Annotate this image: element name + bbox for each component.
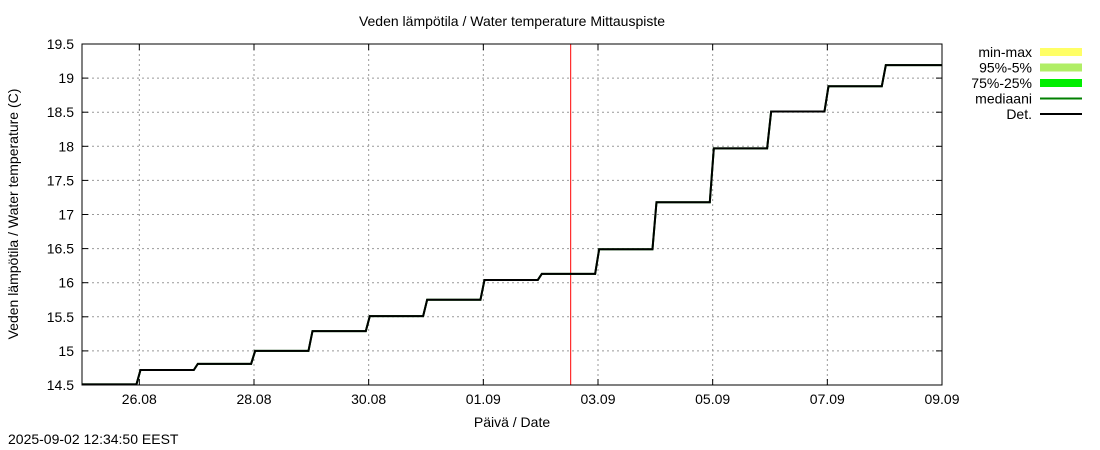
legend-label: 95%-5% [979, 60, 1032, 76]
x-tick-label: 30.08 [351, 391, 386, 407]
x-tick-label: 01.09 [466, 391, 501, 407]
median-line [82, 64, 942, 386]
x-tick-label: 28.08 [236, 391, 271, 407]
y-tick-label: 15.5 [47, 309, 74, 325]
x-tick-label: 05.09 [695, 391, 730, 407]
y-tick-label: 19.5 [47, 36, 74, 52]
y-tick-label: 16 [58, 275, 74, 291]
legend-swatch [1040, 79, 1082, 87]
y-tick-label: 17 [58, 207, 74, 223]
legend-label: min-max [978, 44, 1032, 60]
legend-swatch [1040, 48, 1082, 56]
y-axis-label: Veden lämpötila / Water temperature (C) [5, 89, 21, 340]
legend-label: Det. [1006, 106, 1032, 122]
x-tick-label: 26.08 [122, 391, 157, 407]
x-tick-label: 09.09 [924, 391, 959, 407]
y-tick-label: 18 [58, 138, 74, 154]
legend-label: mediaani [975, 91, 1032, 107]
y-tick-label: 19 [58, 70, 74, 86]
series-line-det [82, 64, 942, 386]
y-tick-label: 15 [58, 343, 74, 359]
y-tick-label: 18.5 [47, 104, 74, 120]
timestamp: 2025-09-02 12:34:50 EEST [8, 431, 179, 447]
chart-title: Veden lämpötila / Water temperature Mitt… [359, 13, 665, 29]
legend-label: 75%-25% [971, 75, 1032, 91]
y-tick-label: 16.5 [47, 241, 74, 257]
x-axis-label: Päivä / Date [474, 414, 550, 430]
y-tick-label: 17.5 [47, 172, 74, 188]
legend-swatch [1040, 63, 1082, 72]
y-tick-label: 14.5 [47, 377, 74, 393]
x-tick-label: 07.09 [810, 391, 845, 407]
x-tick-label: 03.09 [580, 391, 615, 407]
